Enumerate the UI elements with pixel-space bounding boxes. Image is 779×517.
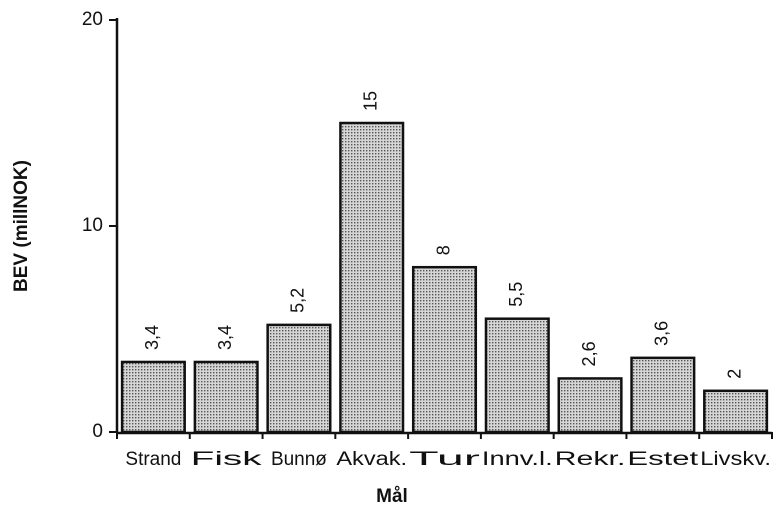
- value-label: 8: [433, 245, 453, 255]
- x-tick-label: Livskv.: [700, 449, 771, 470]
- x-tick-label: Strand: [125, 449, 181, 470]
- y-tick-label: 0: [92, 421, 103, 442]
- x-tick-label: Tur: [409, 449, 481, 470]
- x-tick-label: Estet: [627, 449, 699, 470]
- y-tick-label: 20: [82, 9, 103, 30]
- value-label: 3,4: [142, 325, 162, 350]
- bar: [484, 317, 550, 434]
- bar: [411, 265, 478, 434]
- x-axis-label: Mål: [376, 486, 408, 507]
- bar: [193, 360, 259, 434]
- bar: [703, 389, 769, 434]
- bar: [557, 377, 623, 434]
- y-tick-label: 10: [82, 215, 103, 236]
- bar: [630, 356, 696, 434]
- value-label: 3,4: [215, 325, 235, 350]
- bar: [339, 121, 405, 434]
- x-tick-label: Bunnø: [271, 449, 327, 470]
- bar: [266, 323, 332, 434]
- value-label: 5,2: [288, 288, 308, 313]
- x-tick-label: Innv.l.: [482, 449, 553, 470]
- value-label: 5,5: [506, 282, 526, 307]
- x-tick-label: Fisk: [191, 449, 263, 470]
- value-label: 2,6: [579, 341, 599, 366]
- value-label: 15: [360, 91, 380, 111]
- x-tick-label: Rekr.: [555, 449, 626, 470]
- bar: [120, 360, 186, 434]
- x-tick-label: Akvak.: [336, 449, 407, 470]
- value-label: 2: [724, 369, 744, 379]
- value-label: 3,6: [652, 321, 672, 346]
- y-axis-label: BEV (millNOK): [11, 160, 32, 292]
